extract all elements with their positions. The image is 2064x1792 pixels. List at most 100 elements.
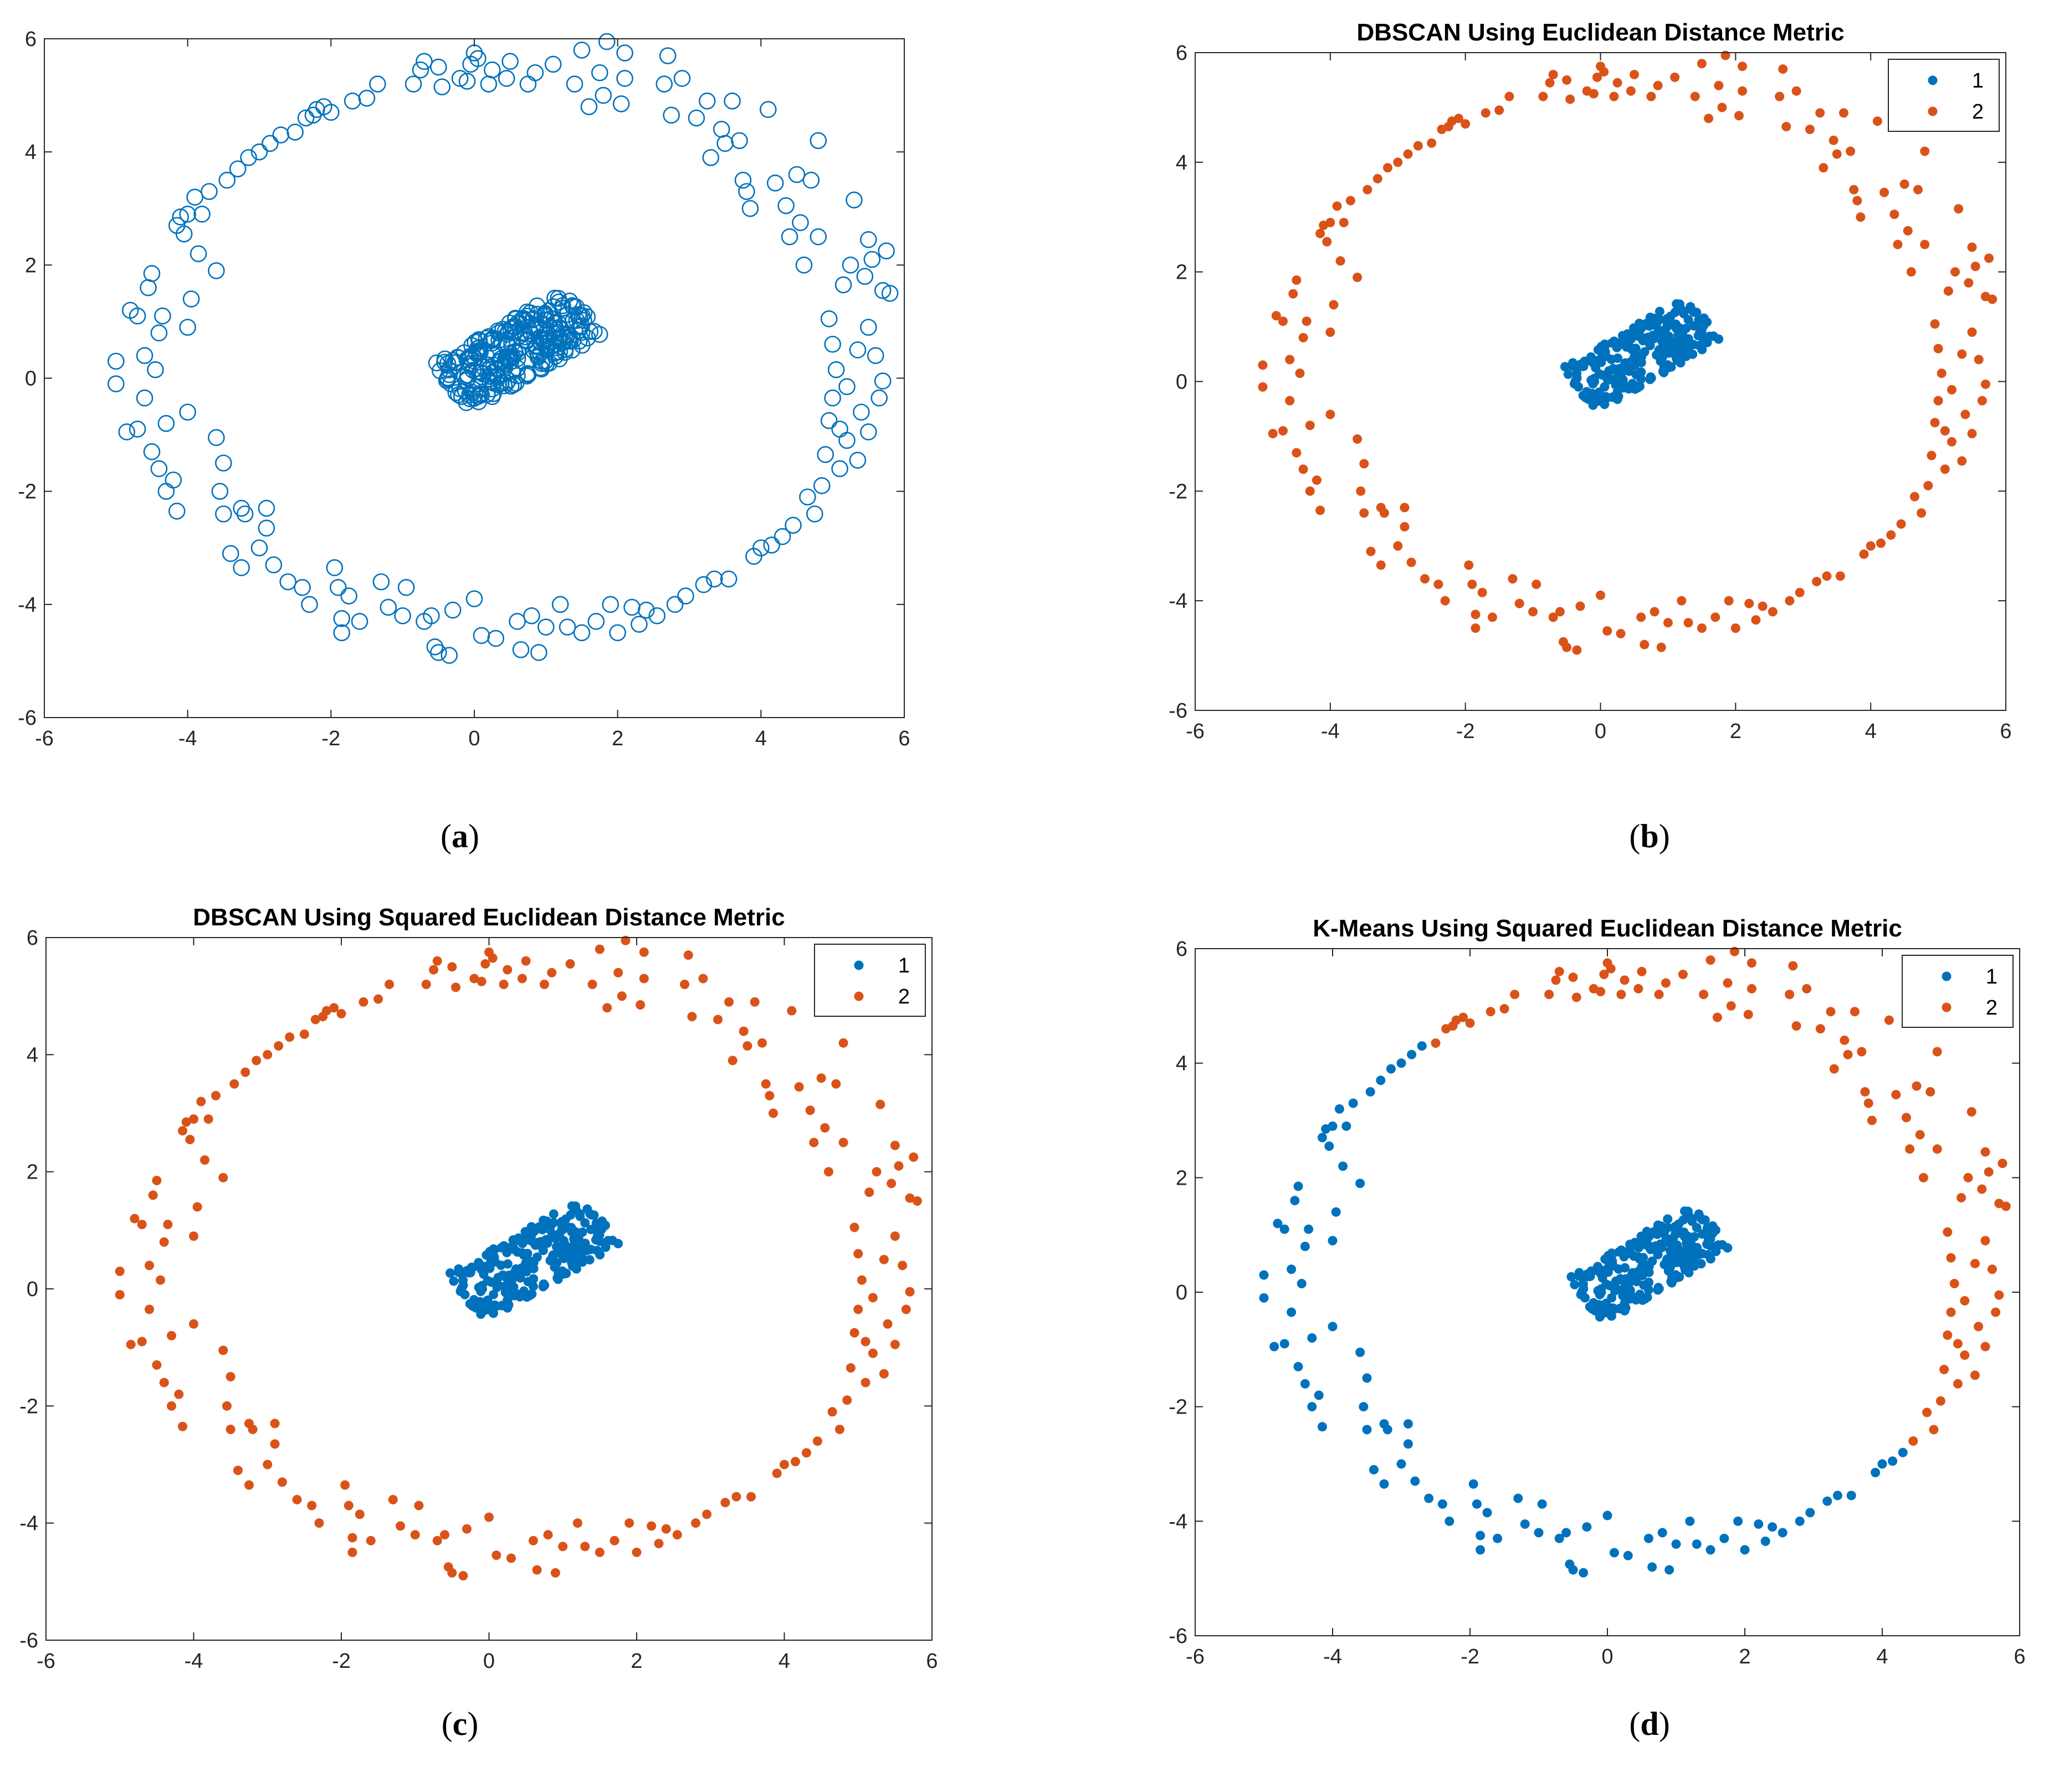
- scatter-point: [458, 1571, 468, 1581]
- scatter-point: [1366, 546, 1376, 556]
- scatter-point: [557, 1217, 567, 1227]
- scatter-point: [1579, 1568, 1589, 1578]
- scatter-point: [1717, 103, 1727, 112]
- scatter-point: [621, 935, 631, 945]
- scatter-point: [440, 1530, 450, 1540]
- scatter-point: [901, 1304, 911, 1314]
- scatter-point: [250, 143, 268, 161]
- scatter-point: [174, 1389, 184, 1399]
- scatter-point: [1843, 1049, 1853, 1059]
- scatter-point: [849, 1328, 859, 1338]
- scatter-point: [1702, 1223, 1712, 1233]
- scatter-point: [1932, 1047, 1942, 1057]
- scatter-point: [1690, 1258, 1700, 1268]
- scatter-point: [454, 1264, 464, 1274]
- scatter-point: [208, 262, 225, 279]
- scatter-point: [189, 1231, 198, 1241]
- scatter-point: [477, 1281, 487, 1291]
- scatter-point: [1730, 623, 1740, 633]
- scatter-point: [1654, 990, 1664, 1000]
- scatter-point: [1781, 122, 1791, 132]
- scatter-point: [1826, 1007, 1836, 1017]
- scatter-point: [1960, 1296, 1970, 1305]
- scatter-point: [849, 1222, 859, 1232]
- scatter-point: [853, 1249, 863, 1259]
- scatter-point: [1499, 1004, 1509, 1013]
- scatter-point: [1467, 579, 1477, 589]
- scatter-point: [1279, 1339, 1289, 1349]
- x-tick-label: -2: [1456, 720, 1475, 743]
- scatter-point: [1700, 1215, 1710, 1225]
- scatter-point: [1819, 163, 1829, 173]
- scatter-point: [1977, 1184, 1987, 1194]
- scatter-point: [868, 1348, 878, 1358]
- scatter-point: [540, 355, 558, 372]
- scatter-point: [1599, 67, 1609, 77]
- scatter-point: [1912, 1081, 1922, 1091]
- scatter-point: [1751, 615, 1761, 625]
- x-tick-label: -2: [332, 1650, 351, 1673]
- scatter-point: [226, 1425, 235, 1435]
- scatter-point: [765, 1090, 775, 1100]
- scatter-point: [1570, 1279, 1580, 1289]
- scatter-point: [654, 1539, 664, 1549]
- scatter-point: [1609, 91, 1619, 101]
- x-tick-label: -6: [1186, 720, 1205, 743]
- scatter-point: [1599, 970, 1609, 979]
- scatter-point: [507, 310, 524, 328]
- scatter-point: [489, 1289, 499, 1299]
- scatter-point: [1612, 395, 1622, 405]
- scatter-point: [460, 355, 478, 373]
- y-tick-label: -2: [18, 480, 37, 504]
- scatter-point: [887, 1179, 897, 1189]
- scatter-point: [636, 1000, 646, 1010]
- scatter-point: [544, 55, 562, 73]
- scatter-point: [1867, 1115, 1877, 1125]
- scatter-point: [1258, 382, 1268, 392]
- scatter-point: [698, 974, 708, 984]
- scatter-point: [1724, 596, 1734, 606]
- scatter-point: [777, 197, 795, 214]
- scatter-point: [1974, 1322, 1984, 1332]
- scatter-point: [1468, 1479, 1478, 1489]
- scatter-point: [550, 1568, 560, 1578]
- scatter-point: [178, 1126, 188, 1136]
- scatter-point: [404, 75, 422, 93]
- scatter-point: [1654, 1284, 1664, 1294]
- scatter-point: [1812, 577, 1822, 587]
- scatter-point: [1494, 105, 1504, 115]
- scatter-point: [1694, 1249, 1704, 1259]
- scatter-point: [536, 305, 554, 322]
- scatter-point: [827, 1407, 837, 1417]
- scatter-point: [1663, 618, 1673, 628]
- scatter-point: [724, 997, 734, 1007]
- scatter-point: [1305, 486, 1315, 496]
- x-tick-label: 6: [2014, 1645, 2025, 1668]
- scatter-point: [329, 578, 347, 596]
- scatter-point: [218, 1173, 228, 1182]
- scatter-point: [1642, 1227, 1652, 1237]
- scatter-point: [1292, 275, 1302, 285]
- scatter-point: [1980, 1342, 1990, 1351]
- scatter-point: [1980, 379, 1990, 389]
- y-tick-label: 0: [27, 1278, 38, 1301]
- scatter-point: [495, 377, 513, 395]
- scatter-point: [794, 1082, 804, 1092]
- scatter-point: [414, 1501, 424, 1511]
- scatter-point: [1610, 1286, 1620, 1296]
- scatter-point: [1659, 367, 1669, 377]
- scatter-point: [118, 423, 136, 441]
- scatter-point: [529, 305, 546, 323]
- scatter-point: [1290, 1196, 1300, 1206]
- scatter-point: [1595, 396, 1605, 406]
- scatter-point: [1624, 1286, 1634, 1296]
- scatter-plot-a: -6 -4 -2 0 2 4 6 -6 -4 -2 0 2 4 6: [18, 28, 910, 750]
- scatter-point: [566, 75, 583, 93]
- scatter-point: [567, 1261, 577, 1271]
- scatter-point: [1984, 253, 1994, 263]
- scatter-point: [1676, 337, 1686, 347]
- scatter-point: [1611, 366, 1621, 376]
- scatter-point: [1785, 596, 1795, 606]
- scatter-point: [252, 1056, 262, 1066]
- scatter-point: [1353, 273, 1363, 283]
